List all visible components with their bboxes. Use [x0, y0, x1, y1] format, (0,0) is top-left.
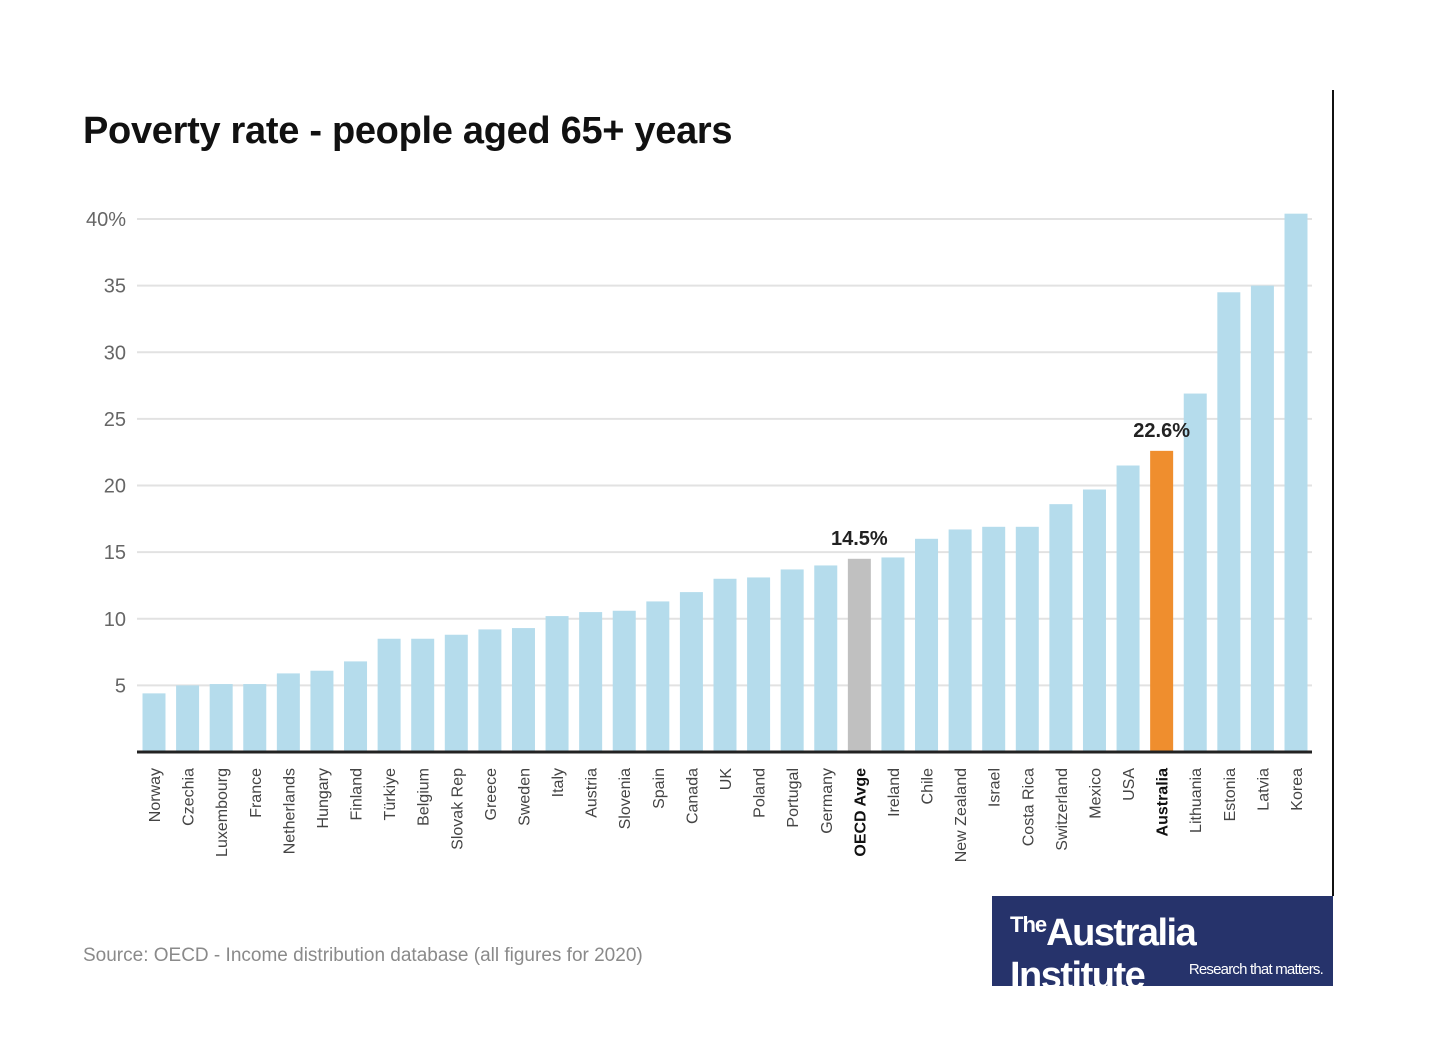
- y-tick-label: 10: [104, 609, 126, 631]
- x-tick-label: USA: [1121, 768, 1138, 801]
- bar-spain: [646, 601, 670, 752]
- bar-lithuania: [1183, 393, 1207, 752]
- chart-title: Poverty rate - people aged 65+ years: [83, 110, 733, 152]
- bar-luxembourg: [209, 684, 233, 752]
- logo-the: The: [1010, 912, 1047, 937]
- bar-korea: [1284, 213, 1308, 753]
- y-tick-label: 5: [115, 675, 126, 697]
- bar-slovenia: [612, 610, 636, 752]
- bar-switzerland: [1049, 504, 1073, 752]
- x-tick-label: Sweden: [516, 768, 533, 826]
- bar-estonia: [1217, 292, 1241, 752]
- bar-israel: [982, 526, 1006, 752]
- x-tick-label: France: [248, 768, 265, 818]
- x-tick-label: Ireland: [886, 768, 903, 817]
- bar-norway: [142, 693, 166, 752]
- x-tick-label: Costa Rica: [1020, 768, 1037, 846]
- x-tick-label: Slovenia: [617, 768, 634, 829]
- logo-tagline: Research that matters.: [1188, 961, 1324, 978]
- bar-greece: [478, 629, 502, 752]
- x-tick-label: Canada: [684, 768, 701, 824]
- x-tick-label: Netherlands: [281, 768, 298, 854]
- bar-canada: [679, 592, 703, 752]
- bar-finland: [344, 661, 368, 752]
- x-tick-label: Switzerland: [1054, 768, 1071, 851]
- x-tick-label: Portugal: [785, 768, 802, 828]
- x-tick-label: New Zealand: [953, 768, 970, 862]
- x-tick-label: Türkiye: [382, 768, 399, 821]
- x-tick-label: Chile: [920, 768, 937, 805]
- bar-new-zealand: [948, 529, 972, 752]
- data-label: 22.6%: [1133, 420, 1190, 442]
- x-tick-label: Lithuania: [1188, 768, 1205, 833]
- x-tick-label: Germany: [819, 768, 836, 834]
- y-tick-label: 25: [104, 409, 126, 431]
- bar-costa-rica: [1015, 526, 1039, 752]
- bar-ireland: [881, 557, 905, 752]
- data-label: 14.5%: [831, 528, 888, 550]
- x-tick-label: Luxembourg: [214, 768, 231, 857]
- logo-name: Australia Institute: [1010, 912, 1197, 997]
- x-tick-label: Greece: [483, 768, 500, 821]
- y-tick-label: 35: [104, 276, 126, 298]
- bar-belgium: [411, 638, 435, 752]
- bar-austria: [579, 612, 603, 752]
- x-tick-label: Italy: [550, 768, 567, 797]
- bar-netherlands: [276, 673, 300, 752]
- x-tick-label: Spain: [651, 768, 668, 809]
- y-tick-label: 15: [104, 542, 126, 564]
- x-tick-label: Czechia: [181, 768, 198, 826]
- bar-uk: [713, 578, 737, 752]
- divider: [1332, 90, 1334, 896]
- bar-hungary: [310, 670, 334, 752]
- y-tick-label: 20: [104, 476, 126, 498]
- x-tick-label: Slovak Rep: [449, 768, 466, 850]
- x-tick-label: UK: [718, 768, 735, 791]
- bar-italy: [545, 616, 569, 752]
- x-tick-label: Belgium: [416, 768, 433, 826]
- bar-chart: 5 10 15 20 25 30 35 40% Norway Czechia Luxembourg F…: [86, 209, 1312, 862]
- x-tick-label: Latvia: [1255, 768, 1272, 811]
- bar-usa: [1116, 465, 1140, 752]
- x-tick-label: Australia: [1155, 768, 1172, 837]
- bar-germany: [814, 565, 838, 752]
- source-note: Source: OECD - Income distribution datab…: [83, 945, 643, 966]
- x-tick-label: Finland: [349, 768, 366, 820]
- x-tick-label: Korea: [1289, 768, 1306, 811]
- x-tick-label: Estonia: [1222, 768, 1239, 821]
- y-tick-label: 30: [104, 342, 126, 364]
- bar-poland: [747, 577, 771, 752]
- bar-czechia: [176, 685, 200, 752]
- x-tick-label: OECD Avge: [852, 768, 869, 857]
- bar-france: [243, 684, 267, 752]
- x-tick-label: Norway: [147, 768, 164, 822]
- bar-australia: [1150, 450, 1174, 752]
- bar-mexico: [1082, 489, 1106, 752]
- bar-portugal: [780, 569, 804, 752]
- bar-latvia: [1250, 285, 1274, 752]
- bar-oecd-avge: [847, 558, 871, 752]
- bar-t-rkiye: [377, 638, 401, 752]
- x-tick-label: Hungary: [315, 768, 332, 828]
- x-tick-label: Austria: [584, 768, 601, 818]
- bar-sweden: [511, 628, 535, 752]
- bar-chile: [915, 538, 939, 752]
- bar-slovak-rep: [444, 634, 468, 752]
- australia-institute-logo: TheAustralia Institute Research that mat…: [992, 896, 1333, 997]
- x-tick-label: Israel: [987, 768, 1004, 807]
- y-tick-label: 40%: [86, 209, 126, 231]
- x-tick-label: Poland: [752, 768, 769, 818]
- x-tick-label: Mexico: [1087, 768, 1104, 819]
